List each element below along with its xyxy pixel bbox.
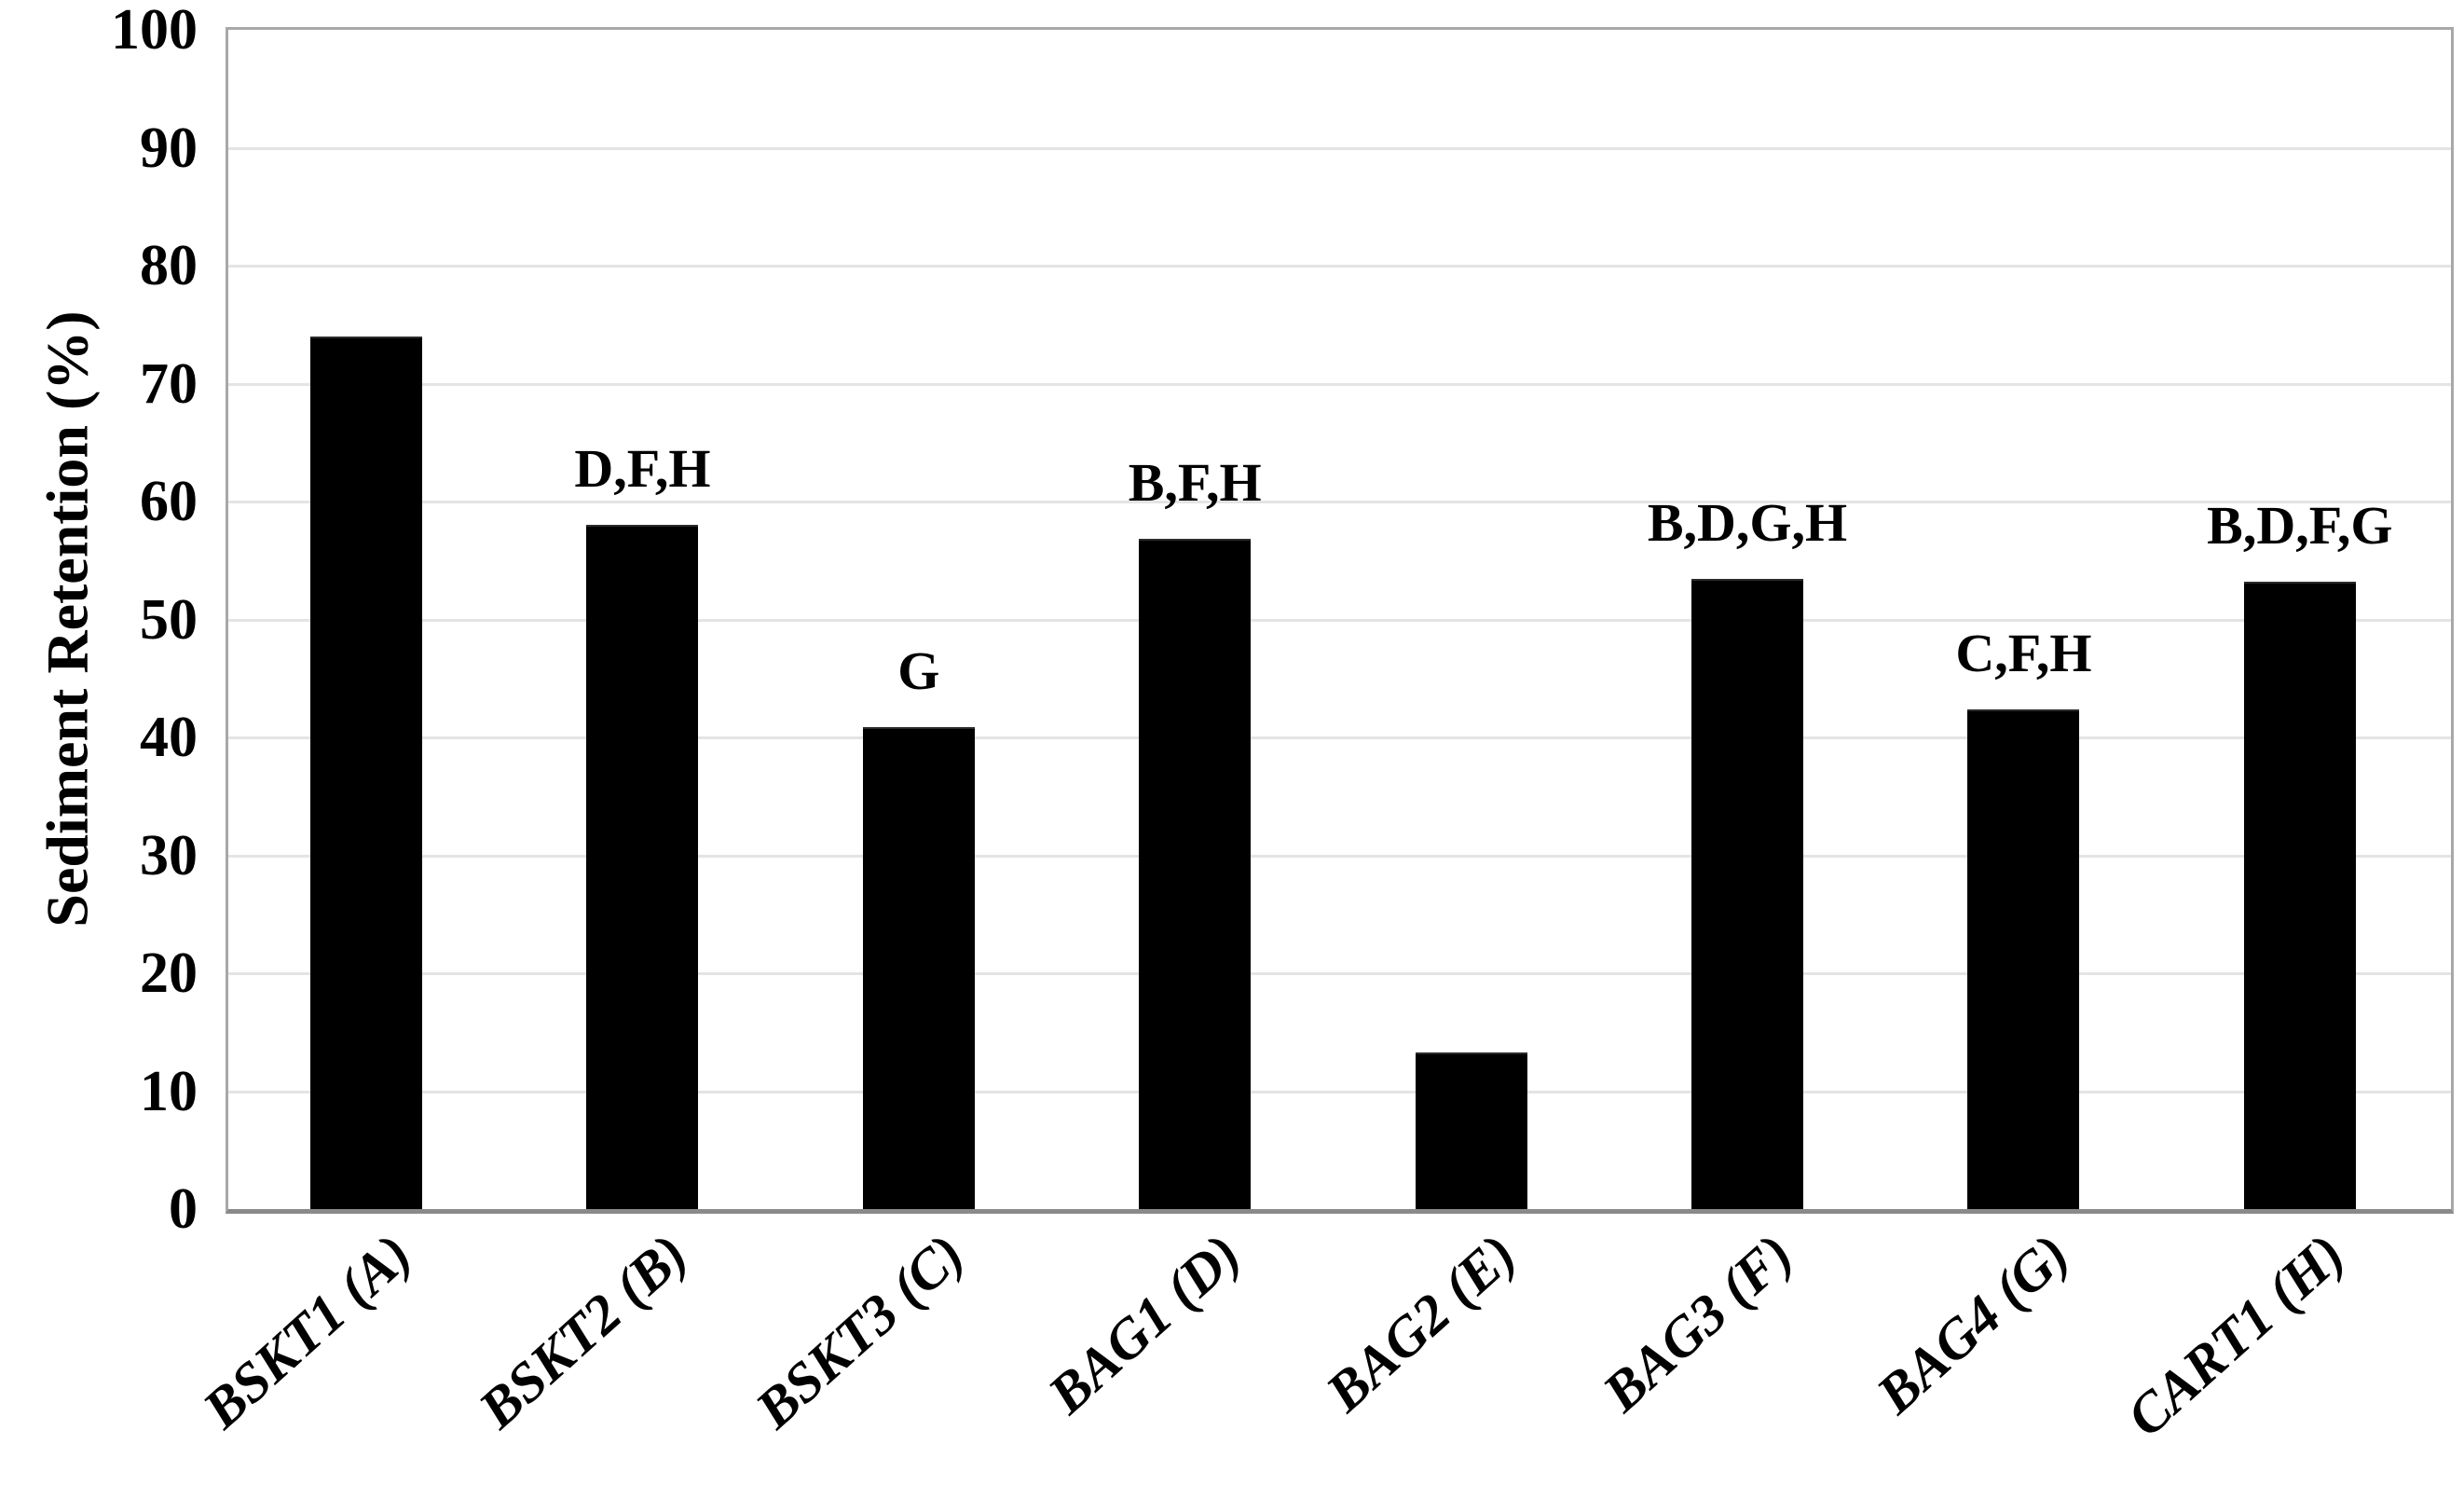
bar-BSKT1 (A) xyxy=(310,336,422,1209)
x-tick-label-text: CART1 (H) xyxy=(2115,1222,2357,1449)
gridline-50 xyxy=(228,618,2451,622)
y-tick-label-80: 80 xyxy=(140,234,198,297)
y-tick-label-50: 50 xyxy=(140,587,198,652)
gridline-80 xyxy=(228,265,2451,268)
gridline-90 xyxy=(228,146,2451,150)
bar-BAG1 (D) xyxy=(1139,539,1252,1209)
x-tick-label-text: BAG4 (G) xyxy=(1865,1222,2081,1425)
gridline-20 xyxy=(228,972,2451,975)
y-tick-label-40: 40 xyxy=(140,706,198,769)
x-tick-label-text: BSKT1 (A) xyxy=(191,1222,423,1440)
gridline-60 xyxy=(228,501,2451,503)
x-tick-label-text: BAG2 (E) xyxy=(1314,1222,1528,1423)
x-tick-label-text: BAG1 (D) xyxy=(1035,1222,1253,1425)
bar-BAG4 (G) xyxy=(1967,708,2080,1209)
bar-annotation-BSKT3 (C): G xyxy=(897,639,940,701)
gridline-40 xyxy=(228,736,2451,739)
bar-CART1 (H) xyxy=(2243,582,2356,1209)
x-tick-label-text: BSKT2 (B) xyxy=(467,1222,700,1440)
x-tick-label-text: BSKT3 (C) xyxy=(744,1222,976,1440)
bar-annotation-BSKT2 (B): D,F,H xyxy=(574,438,711,500)
bar-BSKT3 (C) xyxy=(862,726,975,1209)
y-tick-label-30: 30 xyxy=(140,823,198,887)
gridline-70 xyxy=(228,382,2451,386)
bar-annotation-BAG3 (F): B,D,G,H xyxy=(1647,492,1848,554)
y-tick-label-0: 0 xyxy=(169,1177,198,1241)
gridline-10 xyxy=(228,1090,2451,1093)
x-tick-label-text: BAG3 (F) xyxy=(1591,1222,1804,1423)
gridline-30 xyxy=(228,854,2451,858)
y-tick-label-90: 90 xyxy=(140,116,198,180)
y-tick-label-70: 70 xyxy=(140,351,198,416)
y-tick-label-60: 60 xyxy=(140,470,198,533)
bar-annotation-CART1 (H): B,D,F,G xyxy=(2207,495,2393,557)
bar-BAG2 (E) xyxy=(1415,1052,1527,1209)
y-tick-label-100: 100 xyxy=(111,0,198,62)
bar-BSKT2 (B) xyxy=(586,525,699,1209)
bar-annotation-BAG1 (D): B,F,H xyxy=(1128,452,1262,514)
bar-BAG3 (F) xyxy=(1691,579,1803,1209)
bar-annotation-BAG4 (G): C,F,H xyxy=(1955,622,2092,683)
y-tick-label-10: 10 xyxy=(140,1059,198,1123)
y-tick-label-20: 20 xyxy=(140,942,198,1005)
